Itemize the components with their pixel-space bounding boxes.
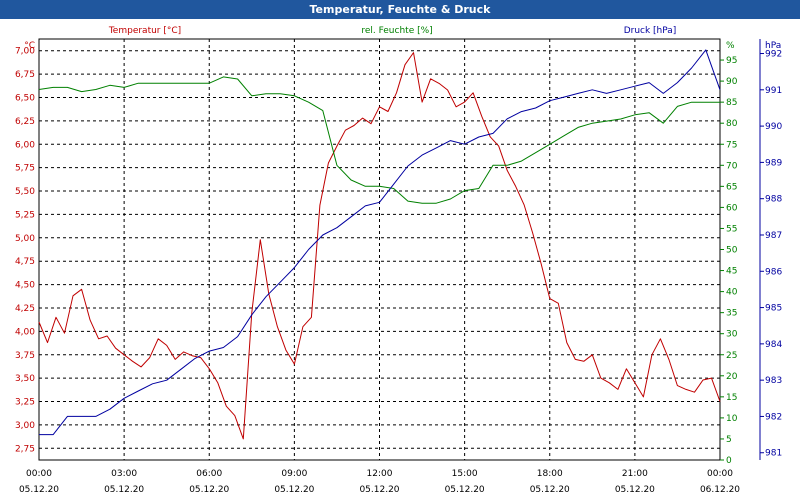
pressure-tick-label: 985 xyxy=(765,304,782,314)
x-tick-time: 12:00 xyxy=(367,469,393,479)
temperature-tick-label: 7,00 xyxy=(15,47,35,57)
x-tick-time: 21:00 xyxy=(622,469,648,479)
pressure-tick-label: 984 xyxy=(765,340,782,350)
pressure-tick-label: 992 xyxy=(765,50,782,60)
x-tick-date: 06.12.20 xyxy=(700,485,740,495)
humidity-tick-label: 90 xyxy=(726,77,738,87)
temperature-unit: °C xyxy=(24,41,35,51)
pressure-tick-label: 991 xyxy=(765,86,782,96)
humidity-tick-label: 70 xyxy=(726,161,738,171)
temperature-tick-label: 3,25 xyxy=(15,398,35,408)
x-tick-time: 00:00 xyxy=(707,469,733,479)
temperature-tick-label: 3,75 xyxy=(15,351,35,361)
temperature-tick-label: 4,25 xyxy=(15,304,35,314)
x-tick-date: 05.12.20 xyxy=(615,485,655,495)
pressure-tick-label: 989 xyxy=(765,158,782,168)
humidity-tick-label: 40 xyxy=(726,288,738,298)
x-tick-time: 09:00 xyxy=(281,469,307,479)
humidity-tick-label: 55 xyxy=(726,224,737,234)
pressure-tick-label: 986 xyxy=(765,267,782,277)
temperature-series-line xyxy=(38,52,721,440)
humidity-tick-label: 20 xyxy=(726,372,738,382)
humidity-tick-label: 65 xyxy=(726,182,737,192)
temperature-tick-label: 6,75 xyxy=(15,70,35,80)
pressure-tick-label: 983 xyxy=(765,376,782,386)
temperature-tick-label: 5,25 xyxy=(15,210,35,220)
x-tick-date: 05.12.20 xyxy=(445,485,485,495)
humidity-tick-label: 25 xyxy=(726,351,737,361)
pressure-unit: hPa xyxy=(765,41,781,51)
humidity-tick-label: 85 xyxy=(726,98,737,108)
pressure-axis-title: Druck [hPa] xyxy=(624,26,677,36)
humidity-unit: % xyxy=(726,41,735,51)
temperature-tick-label: 5,50 xyxy=(15,187,35,197)
humidity-tick-label: 15 xyxy=(726,393,737,403)
humidity-tick-label: 50 xyxy=(726,246,738,256)
grid-lines xyxy=(39,39,720,460)
x-tick-date: 05.12.20 xyxy=(189,485,229,495)
x-tick-time: 03:00 xyxy=(111,469,137,479)
x-tick-time: 00:00 xyxy=(26,469,52,479)
temperature-tick-label: 3,50 xyxy=(15,374,35,384)
pressure-tick-label: 990 xyxy=(765,122,782,132)
humidity-tick-label: 30 xyxy=(726,330,738,340)
pressure-series-line xyxy=(39,49,721,436)
humidity-axis-title: rel. Feuchte [%] xyxy=(361,26,432,36)
humidity-tick-label: 10 xyxy=(726,414,738,424)
temperature-tick-label: 6,50 xyxy=(15,93,35,103)
x-tick-time: 06:00 xyxy=(196,469,222,479)
x-tick-date: 05.12.20 xyxy=(19,485,59,495)
x-tick-time: 15:00 xyxy=(452,469,478,479)
humidity-tick-label: 5 xyxy=(726,435,732,445)
humidity-tick-label: 60 xyxy=(726,203,738,213)
x-tick-date: 05.12.20 xyxy=(104,485,144,495)
temperature-tick-label: 6,25 xyxy=(15,117,35,127)
pressure-tick-label: 982 xyxy=(765,412,782,422)
x-tick-date: 05.12.20 xyxy=(530,485,570,495)
x-tick-time: 18:00 xyxy=(537,469,563,479)
x-tick-date: 05.12.20 xyxy=(359,485,399,495)
humidity-tick-label: 80 xyxy=(726,119,738,129)
humidity-tick-label: 75 xyxy=(726,140,737,150)
humidity-tick-label: 35 xyxy=(726,309,737,319)
temperature-axis-title: Temperatur [°C] xyxy=(108,26,181,36)
temperature-tick-label: 4,00 xyxy=(15,327,35,337)
temperature-tick-label: 2,75 xyxy=(15,444,35,454)
temperature-tick-label: 4,50 xyxy=(15,281,35,291)
window-title: Temperatur, Feuchte & Druck xyxy=(0,0,800,19)
humidity-tick-label: 0 xyxy=(726,456,732,466)
humidity-tick-label: 45 xyxy=(726,267,737,277)
series-layer xyxy=(38,49,721,440)
humidity-series-line xyxy=(38,76,720,204)
temperature-tick-label: 3,00 xyxy=(15,421,35,431)
pressure-tick-label: 988 xyxy=(765,195,782,205)
pressure-tick-label: 981 xyxy=(765,449,782,459)
temperature-tick-label: 5,00 xyxy=(15,234,35,244)
temperature-tick-label: 6,00 xyxy=(15,140,35,150)
pressure-tick-label: 987 xyxy=(765,231,782,241)
humidity-tick-label: 95 xyxy=(726,56,737,66)
axes-layer: 00:00 05.12.20 03:00 05.12.20 06:00 05.12.20 0… xyxy=(15,26,782,495)
temperature-tick-label: 5,75 xyxy=(15,164,35,174)
x-tick-date: 05.12.20 xyxy=(274,485,314,495)
temperature-tick-label: 4,75 xyxy=(15,257,35,267)
